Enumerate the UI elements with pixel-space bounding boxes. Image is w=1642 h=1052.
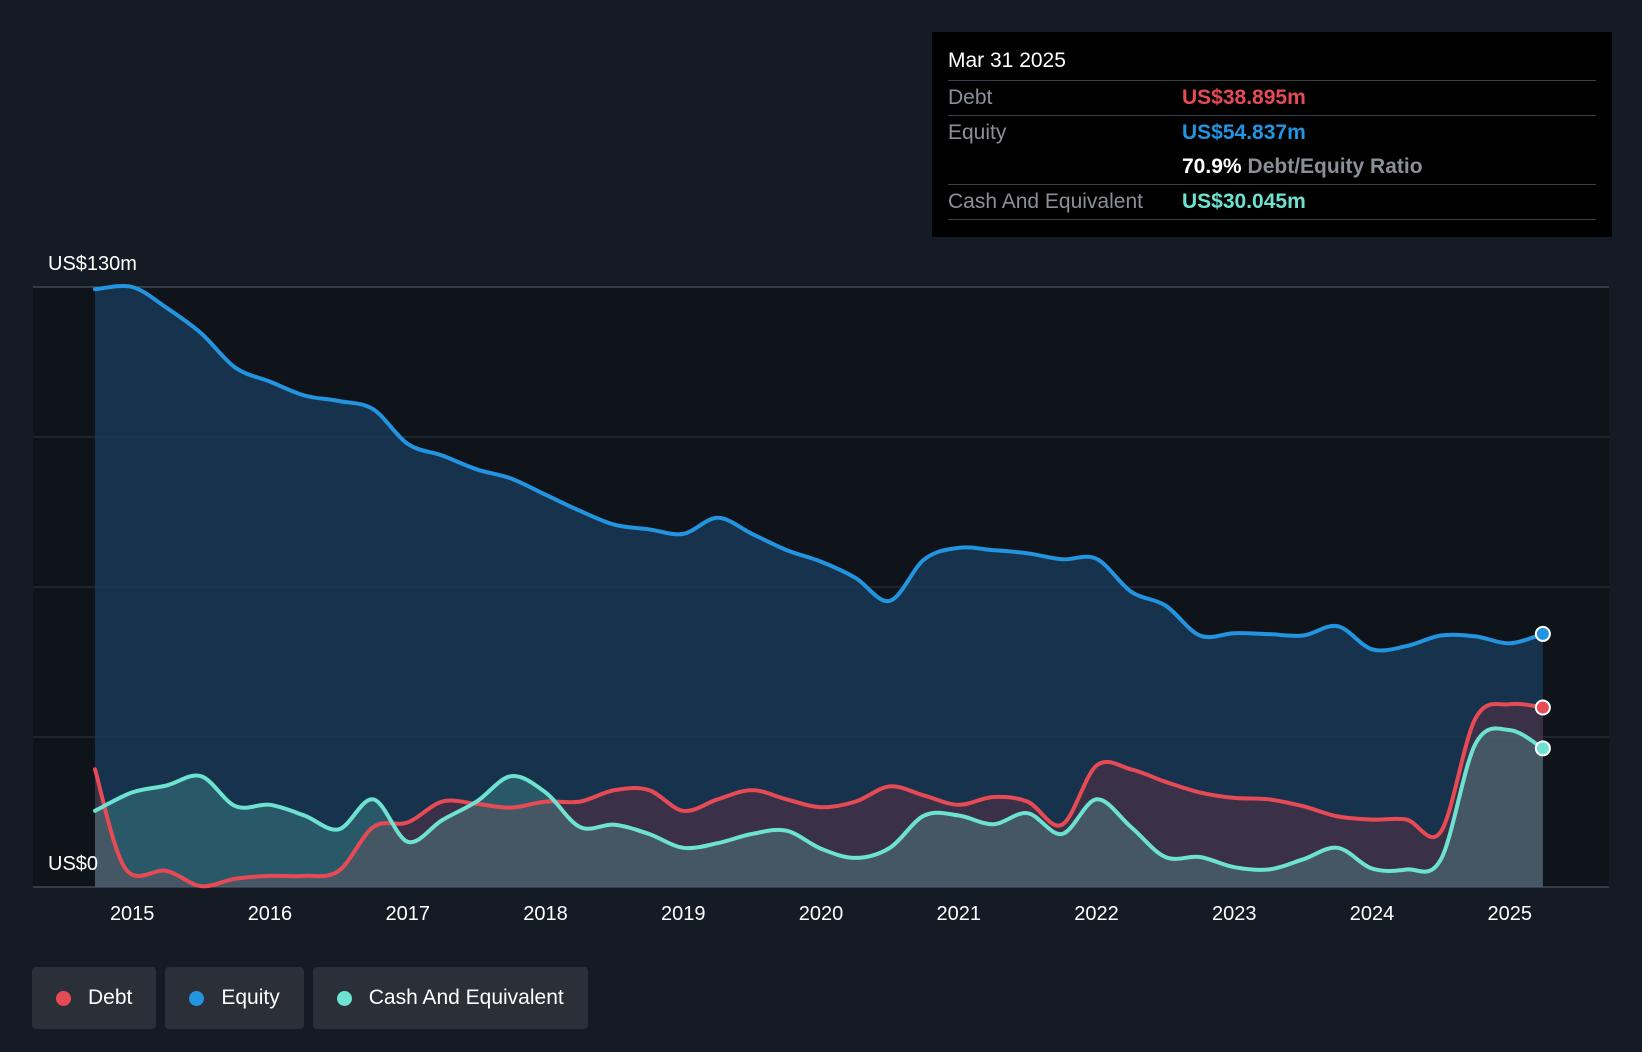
cash-and-equivalent-line — [93, 726, 1545, 874]
debt-line — [93, 701, 1545, 889]
legend-item-cash[interactable]: Cash And Equivalent — [312, 967, 588, 1029]
equity-line — [93, 283, 1545, 653]
x-tick-label: 2020 — [799, 903, 844, 925]
x-tick-label: 2025 — [1488, 903, 1533, 925]
x-tick-label: 2016 — [248, 903, 293, 925]
tooltip-cash-label: Cash And Equivalent — [948, 190, 1143, 213]
cash-and-equivalent-end-marker[interactable] — [1534, 740, 1551, 757]
tooltip-row-ratio: 70.9% Debt/Equity Ratio — [948, 150, 1596, 185]
legend-item-debt[interactable]: Debt — [32, 967, 157, 1029]
tooltip-ratio-label: Debt/Equity Ratio — [1247, 155, 1423, 178]
legend: Debt Equity Cash And Equivalent — [32, 967, 588, 1029]
tooltip-equity-label: Equity — [948, 121, 1007, 144]
cash-dot-icon — [336, 990, 352, 1006]
tooltip-cash-value: US$30.045m — [1182, 190, 1306, 213]
legend-item-equity[interactable]: Equity — [165, 967, 304, 1029]
x-tick-label: 2021 — [937, 903, 982, 925]
x-tick-label: 2019 — [661, 903, 706, 925]
tooltip-equity-value: US$54.837m — [1182, 121, 1306, 144]
equity-area — [95, 285, 1543, 887]
tooltip-date: Mar 31 2025 — [948, 46, 1596, 81]
tooltip-debt-label: Debt — [948, 86, 993, 109]
x-tick-label: 2017 — [385, 903, 430, 925]
tooltip-panel: Mar 31 2025 Debt US$38.895m Equity US$54… — [932, 32, 1612, 237]
tooltip-row-cash: Cash And Equivalent US$30.045m — [948, 185, 1596, 220]
x-tick-label: 2024 — [1350, 903, 1395, 925]
legend-debt-label: Debt — [88, 986, 133, 1009]
x-tick-label: 2023 — [1212, 903, 1257, 925]
tooltip-ratio-value: 70.9% — [1182, 155, 1242, 178]
equity-end-marker[interactable] — [1534, 625, 1551, 642]
equity-dot-icon — [189, 990, 205, 1006]
debt-end-marker[interactable] — [1534, 699, 1551, 716]
tooltip-ratio-spacer — [948, 150, 1182, 184]
tooltip-debt-value: US$38.895m — [1182, 86, 1306, 109]
tooltip-row-equity: Equity US$54.837m — [948, 116, 1596, 150]
legend-cash-label: Cash And Equivalent — [368, 986, 564, 1009]
y-axis-top-label: US$130m — [48, 253, 137, 275]
x-tick-label: 2018 — [523, 903, 568, 925]
debt-area — [95, 703, 1543, 887]
tooltip-row-debt: Debt US$38.895m — [948, 81, 1596, 116]
cash-area — [95, 728, 1543, 887]
y-axis-bottom-label: US$0 — [48, 853, 98, 875]
x-tick-label: 2015 — [110, 903, 155, 925]
debt-dot-icon — [56, 990, 71, 1006]
x-tick-label: 2022 — [1074, 903, 1119, 925]
legend-equity-label: Equity — [221, 986, 280, 1009]
